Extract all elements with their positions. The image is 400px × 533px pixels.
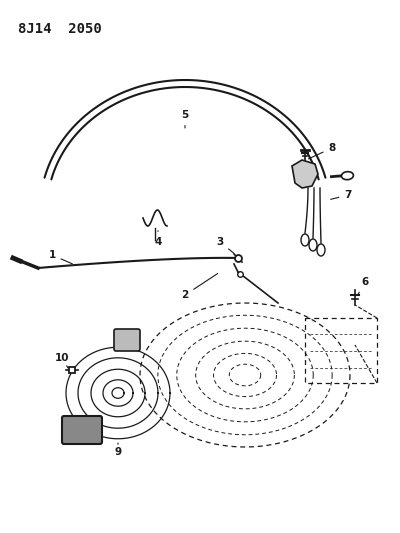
Text: 9: 9 — [114, 443, 122, 457]
Polygon shape — [292, 160, 318, 188]
FancyBboxPatch shape — [114, 329, 140, 351]
Ellipse shape — [309, 239, 317, 251]
Ellipse shape — [342, 172, 354, 180]
FancyBboxPatch shape — [62, 416, 102, 444]
Text: 5: 5 — [181, 110, 189, 128]
Text: 4: 4 — [154, 231, 162, 247]
Ellipse shape — [301, 234, 309, 246]
Text: 8J14  2050: 8J14 2050 — [18, 22, 102, 36]
Text: 7: 7 — [331, 190, 352, 200]
Text: 3: 3 — [216, 237, 234, 253]
Text: 8: 8 — [308, 143, 336, 159]
Text: 10: 10 — [55, 353, 69, 368]
Ellipse shape — [317, 244, 325, 256]
Text: 1: 1 — [48, 250, 72, 264]
Text: 6: 6 — [357, 277, 369, 296]
Text: 2: 2 — [181, 273, 218, 300]
